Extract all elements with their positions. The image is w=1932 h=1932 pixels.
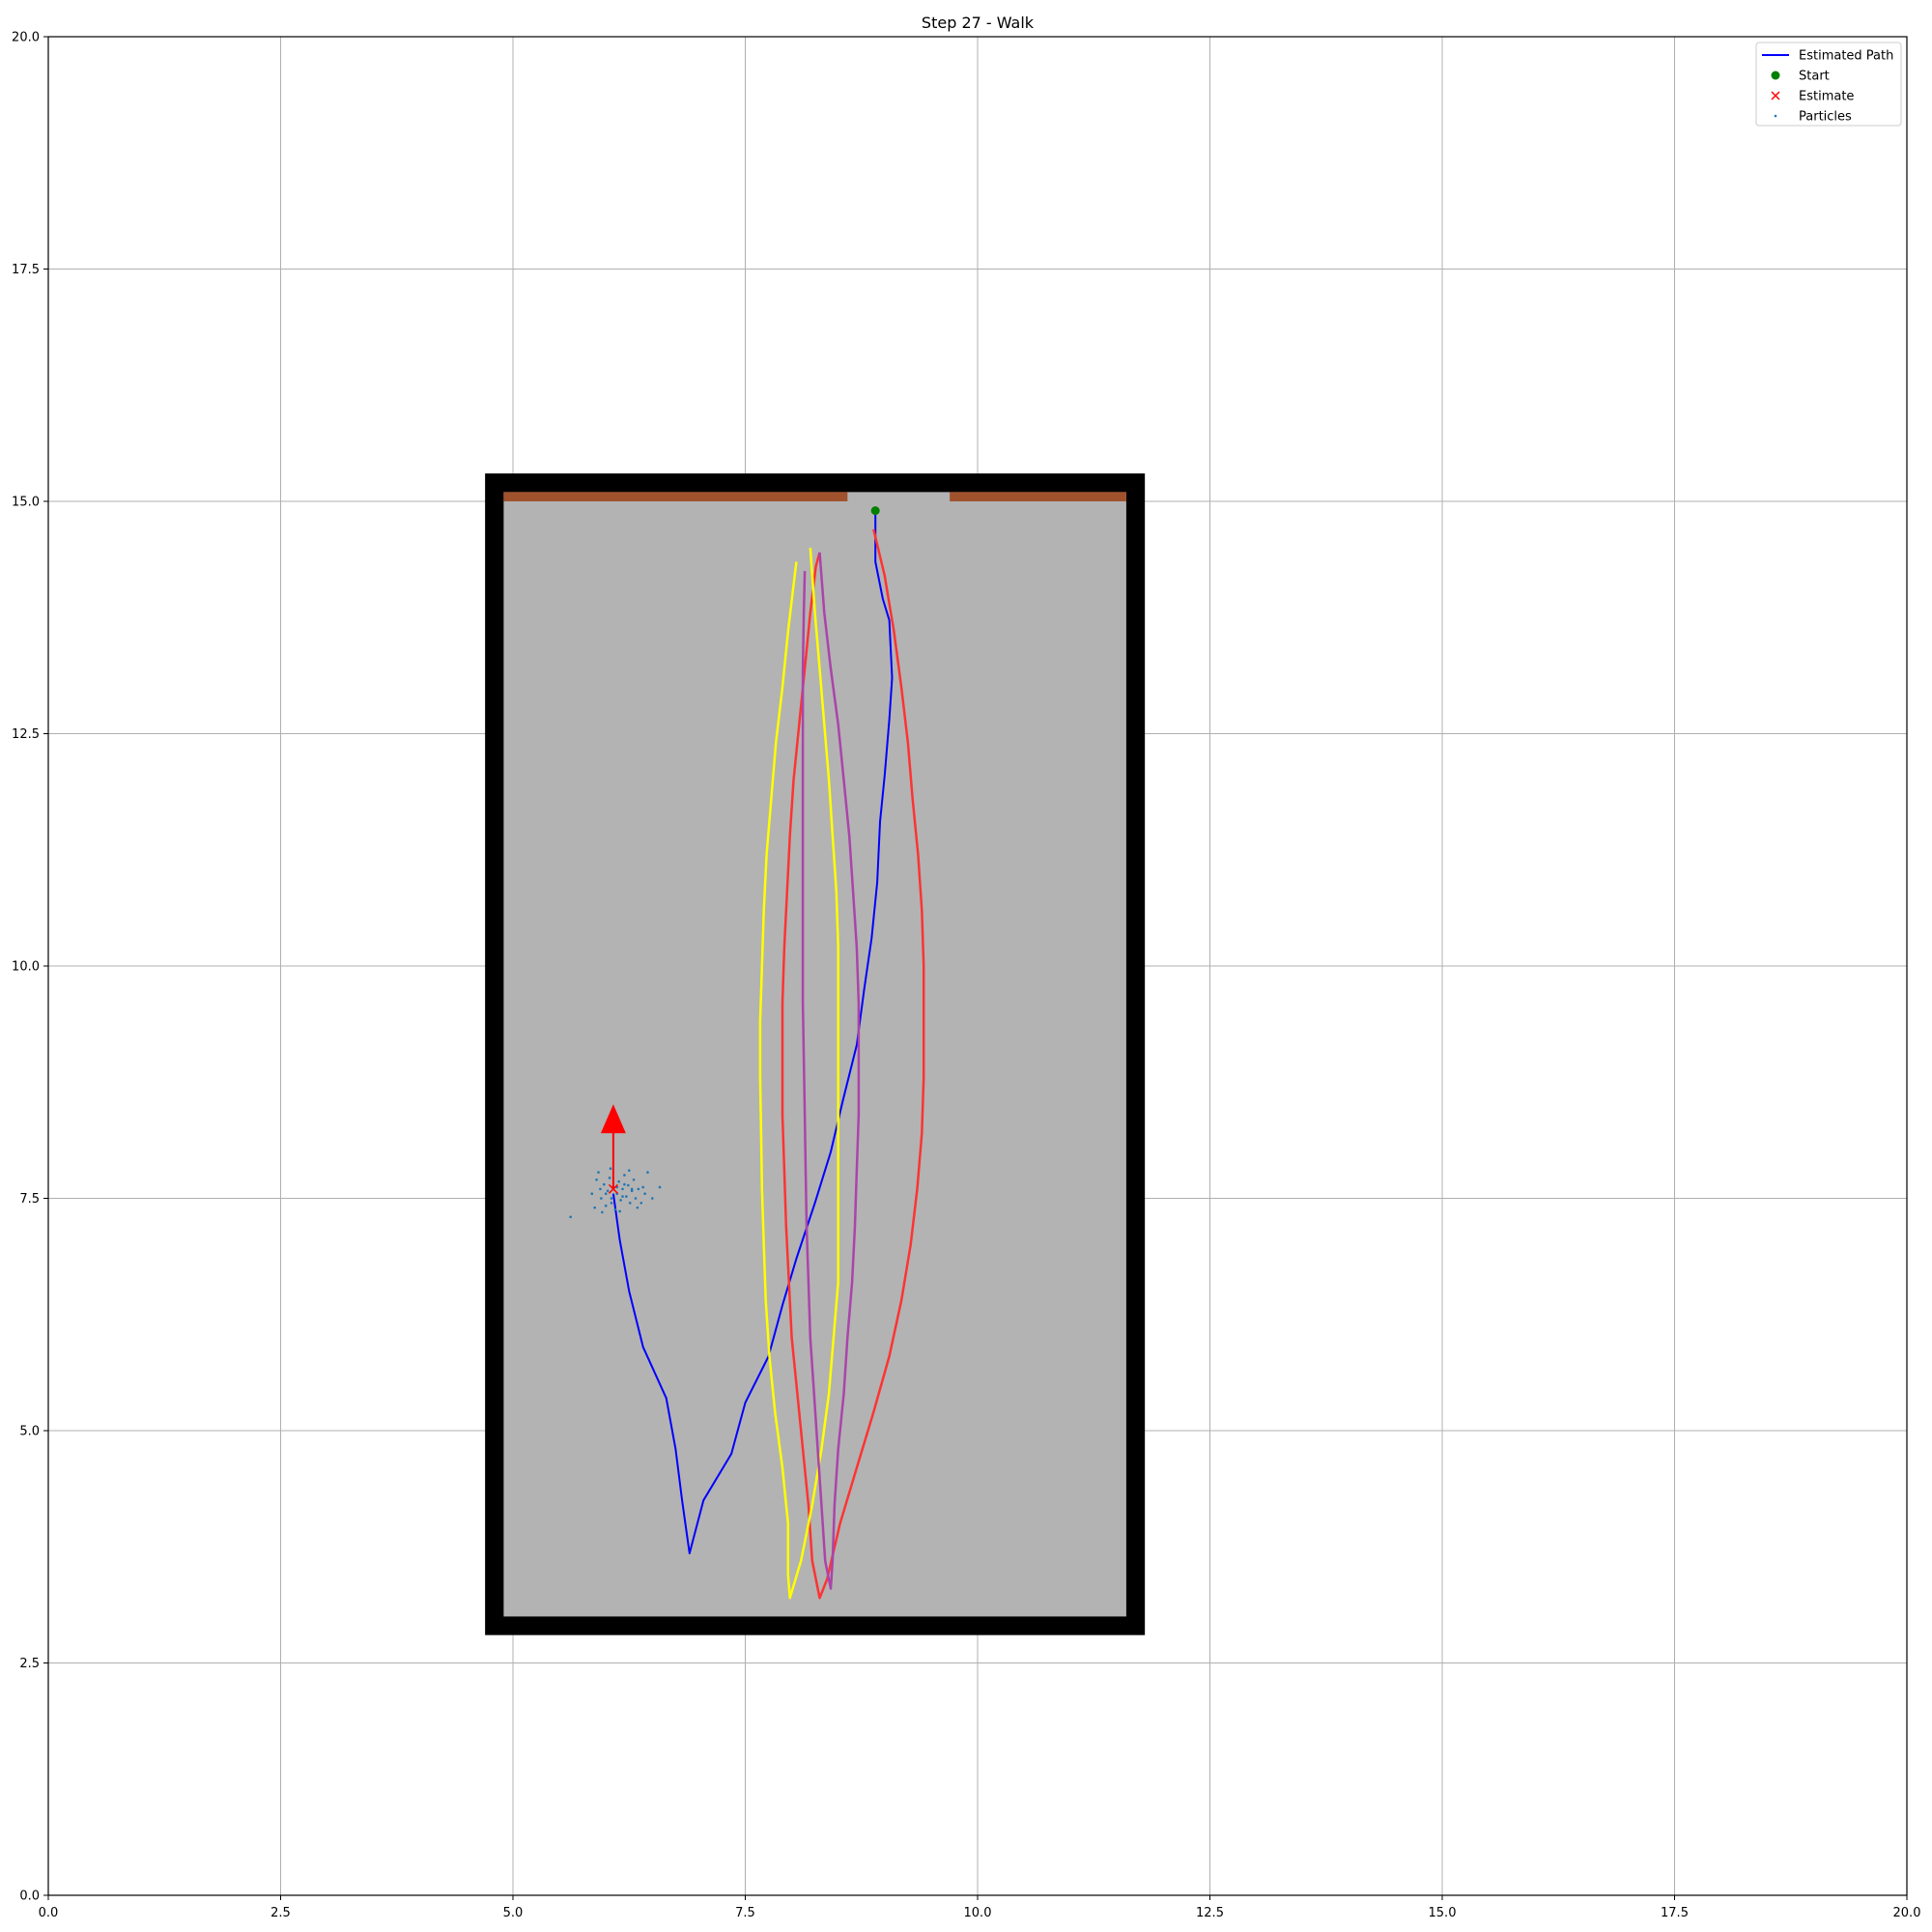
- legend-swatch-x-b: [1771, 91, 1780, 100]
- trajectory-line-3: [801, 552, 861, 1590]
- markers-layer: [600, 506, 880, 1194]
- room-map: [485, 473, 1146, 1635]
- particle-point: [613, 1208, 617, 1211]
- x-tick-label: 10.0: [964, 1906, 992, 1920]
- y-tick-label: 20.0: [12, 31, 40, 45]
- y-tick-label: 17.5: [12, 263, 40, 277]
- particle-point: [658, 1185, 662, 1189]
- y-tick-label: 5.0: [19, 1425, 40, 1439]
- particle-point: [590, 1192, 594, 1195]
- x-axis-ticks: 0.0 2.5 5.0 7.5 10.0 12.5 15.0 17.5 20.0: [39, 1895, 1921, 1920]
- particle-point: [601, 1210, 604, 1214]
- particle-point: [628, 1202, 632, 1205]
- legend-label: Particles: [1799, 110, 1852, 125]
- particle-point: [610, 1197, 613, 1200]
- x-tick-label: 15.0: [1429, 1906, 1457, 1920]
- y-tick-label: 12.5: [12, 727, 40, 742]
- particle-point: [637, 1187, 640, 1191]
- particle-point: [610, 1202, 613, 1205]
- particle-point: [602, 1182, 606, 1186]
- room-top-strip: [503, 492, 848, 501]
- particle-point: [600, 1197, 603, 1200]
- y-tick-label: 15.0: [12, 496, 40, 510]
- trajectory-line-2: [758, 548, 839, 1600]
- x-tick-label: 7.5: [735, 1906, 755, 1920]
- legend-label: Estimated Path: [1799, 49, 1893, 64]
- x-tick-label: 5.0: [503, 1906, 524, 1920]
- x-tick-label: 20.0: [1893, 1906, 1921, 1920]
- series-layer: [611, 510, 925, 1600]
- particle-point: [641, 1185, 644, 1189]
- x-tick-label: 0.0: [39, 1906, 59, 1920]
- room-floor: [503, 492, 1126, 1617]
- particle-point: [639, 1202, 643, 1205]
- particle-point: [630, 1187, 634, 1191]
- estimated-path-line: [611, 510, 894, 1554]
- particle-point: [630, 1189, 634, 1193]
- legend: Estimated Path Start Estimate Particles: [1755, 42, 1902, 127]
- particle-point: [618, 1209, 621, 1213]
- y-tick-label: 0.0: [19, 1889, 40, 1904]
- y-tick-label: 10.0: [12, 960, 40, 975]
- particle-point: [569, 1215, 572, 1219]
- trajectory-line-1: [781, 528, 925, 1600]
- heading-arrow-head: [600, 1104, 626, 1134]
- chart-title: Step 27 - Walk: [922, 14, 1035, 32]
- particle-point: [621, 1187, 624, 1191]
- particle-point: [626, 1183, 630, 1187]
- legend-swatch-dot: [1771, 71, 1780, 80]
- particle-point: [623, 1174, 626, 1177]
- x-tick-label: 12.5: [1196, 1906, 1224, 1920]
- start-marker: [870, 506, 880, 516]
- particle-point: [643, 1192, 646, 1195]
- particle-point: [608, 1177, 611, 1179]
- x-tick-label: 17.5: [1661, 1906, 1689, 1920]
- particle-point: [621, 1195, 624, 1198]
- particle-point: [636, 1206, 639, 1209]
- particle-point: [597, 1171, 600, 1174]
- particle-point: [646, 1171, 649, 1174]
- particle-point: [593, 1206, 596, 1209]
- x-tick-label: 2.5: [270, 1906, 291, 1920]
- estimate-marker-b: [608, 1183, 618, 1194]
- particle-point: [625, 1195, 628, 1198]
- particle-point: [634, 1197, 638, 1200]
- legend-label: Start: [1799, 70, 1830, 84]
- y-tick-label: 2.5: [19, 1657, 40, 1671]
- particle-point: [604, 1192, 608, 1195]
- particle-point: [595, 1178, 598, 1181]
- particle-point: [599, 1187, 602, 1191]
- particle-point: [604, 1204, 608, 1208]
- particle-point: [617, 1179, 620, 1183]
- particle-point: [619, 1199, 622, 1202]
- particle-point: [627, 1169, 631, 1172]
- legend-swatch-point: [1774, 114, 1777, 118]
- particle-point: [623, 1182, 626, 1186]
- y-tick-label: 7.5: [19, 1192, 40, 1207]
- room-top-strip: [950, 492, 1126, 501]
- particle-point: [606, 1189, 610, 1193]
- particle-point: [632, 1178, 636, 1181]
- particle-point: [609, 1167, 612, 1171]
- legend-box: [1755, 42, 1902, 127]
- legend-label: Estimate: [1799, 90, 1854, 104]
- y-axis-ticks: 0.0 2.5 5.0 7.5 10.0 12.5 15.0 17.5 20.0: [12, 31, 48, 1904]
- particle-point: [651, 1197, 654, 1200]
